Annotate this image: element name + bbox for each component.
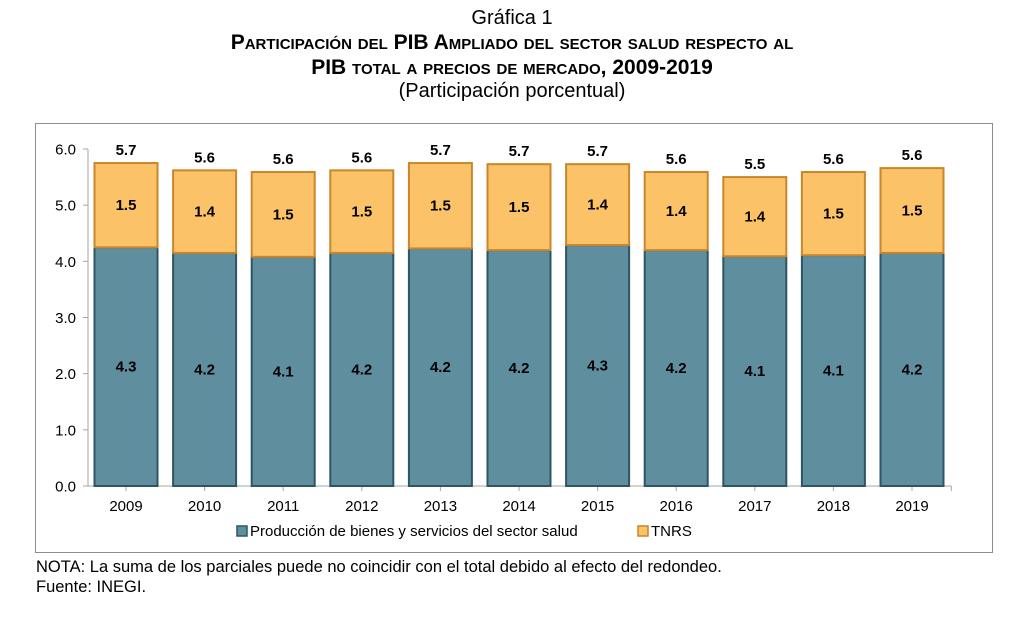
data-label-produccion: 4.1 xyxy=(823,363,844,380)
data-label-tnrs: 1.5 xyxy=(509,199,530,216)
bar-tnrs xyxy=(486,163,552,252)
bar-produccion xyxy=(329,251,395,487)
note-text: NOTA: La suma de los parciales puede no … xyxy=(36,558,722,576)
data-label-total: 5.6 xyxy=(902,147,923,164)
bar-tnrs xyxy=(800,171,866,257)
data-label-produccion: 4.2 xyxy=(351,361,372,378)
y-tick-label: 5.0 xyxy=(55,198,76,215)
y-tick-label: 2.0 xyxy=(55,366,76,383)
bar-tnrs xyxy=(93,162,159,249)
bar-tnrs xyxy=(329,169,395,254)
data-label-tnrs: 1.4 xyxy=(744,209,766,226)
chart-notes: NOTA: La suma de los parciales puede no … xyxy=(36,557,722,597)
legend-label-produccion: Producción de bienes y servicios del sec… xyxy=(250,523,578,540)
x-tick-label: 2015 xyxy=(581,498,614,515)
data-label-total: 5.5 xyxy=(744,156,765,173)
bar-produccion xyxy=(93,246,159,487)
x-tick-label: 2012 xyxy=(345,498,378,515)
bar-tnrs xyxy=(879,167,945,254)
data-label-tnrs: 1.5 xyxy=(273,206,294,223)
data-label-total: 5.7 xyxy=(509,143,530,160)
y-tick-label: 3.0 xyxy=(55,310,76,327)
data-label-tnrs: 1.5 xyxy=(902,203,923,220)
data-label-produccion: 4.1 xyxy=(273,363,294,380)
data-label-produccion: 4.1 xyxy=(744,363,765,380)
data-label-produccion: 4.2 xyxy=(194,361,215,378)
bar-produccion xyxy=(172,251,238,487)
x-tick-label: 2009 xyxy=(109,498,142,515)
data-label-total: 5.6 xyxy=(194,149,215,166)
chart-title-line2: PIB total a precios de mercado, 2009-201… xyxy=(311,56,713,79)
bar-produccion xyxy=(486,249,552,487)
x-tick-label: 2016 xyxy=(660,498,693,515)
bar-produccion xyxy=(565,244,631,487)
data-label-total: 5.6 xyxy=(666,151,687,168)
chart-frame xyxy=(35,123,993,553)
y-tick-label: 1.0 xyxy=(55,422,76,439)
legend-label-tnrs: TNRS xyxy=(651,523,692,540)
bar-tnrs xyxy=(172,169,238,254)
x-tick-label: 2014 xyxy=(502,498,535,515)
data-label-total: 5.6 xyxy=(273,151,294,168)
chart-subtitle: (Participación porcentual) xyxy=(398,80,626,102)
data-label-tnrs: 1.5 xyxy=(823,206,844,223)
data-label-produccion: 4.2 xyxy=(430,359,451,376)
bar-tnrs xyxy=(565,163,631,247)
x-tick-label: 2018 xyxy=(817,498,850,515)
data-label-tnrs: 1.5 xyxy=(351,204,372,221)
bar-tnrs xyxy=(722,176,788,258)
bar-tnrs xyxy=(250,171,316,258)
data-label-tnrs: 1.5 xyxy=(430,198,451,215)
data-label-total: 5.7 xyxy=(430,142,451,159)
bar-produccion xyxy=(407,247,473,487)
x-tick-label: 2011 xyxy=(267,498,299,515)
data-label-produccion: 4.2 xyxy=(666,360,687,377)
data-label-produccion: 4.2 xyxy=(509,360,530,377)
source-text: Fuente: INEGI. xyxy=(36,578,147,596)
data-label-tnrs: 1.4 xyxy=(666,203,688,220)
data-label-tnrs: 1.5 xyxy=(116,197,137,214)
data-label-total: 5.6 xyxy=(351,149,372,166)
x-tick-label: 2010 xyxy=(188,498,221,515)
legend-swatch-tnrs xyxy=(637,525,649,537)
x-tick-label: 2019 xyxy=(895,498,928,515)
data-label-produccion: 4.3 xyxy=(587,358,608,375)
bar-tnrs xyxy=(643,171,709,252)
data-label-total: 5.6 xyxy=(823,151,844,168)
data-label-tnrs: 1.4 xyxy=(194,204,216,221)
y-tick-label: 0.0 xyxy=(55,479,76,496)
bar-produccion xyxy=(250,255,316,487)
data-label-produccion: 4.3 xyxy=(116,359,137,376)
data-label-total: 5.7 xyxy=(587,143,608,160)
bar-tnrs xyxy=(407,162,473,250)
legend-swatch-produccion xyxy=(236,525,248,537)
data-label-produccion: 4.2 xyxy=(902,361,923,378)
data-label-total: 5.7 xyxy=(116,142,137,159)
x-tick-label: 2013 xyxy=(424,498,457,515)
chart-title-line1: Participación del PIB Ampliado del secto… xyxy=(230,31,794,54)
x-tick-label: 2017 xyxy=(738,498,771,515)
y-tick-label: 4.0 xyxy=(55,254,76,271)
y-tick-label: 6.0 xyxy=(55,142,76,159)
chart-title-block: Gráfica 1 Participación del PIB Ampliado… xyxy=(0,6,1024,102)
data-label-tnrs: 1.4 xyxy=(587,197,609,214)
figure-label: Gráfica 1 xyxy=(471,7,553,29)
